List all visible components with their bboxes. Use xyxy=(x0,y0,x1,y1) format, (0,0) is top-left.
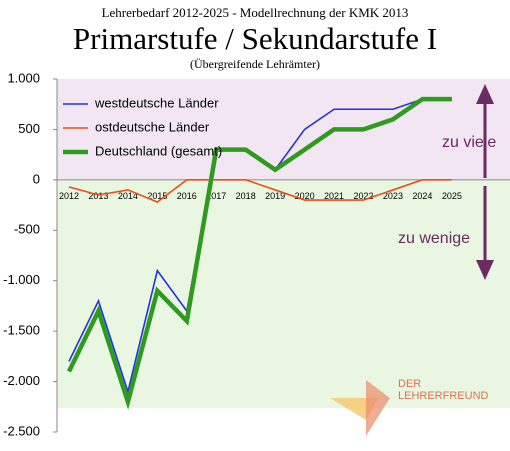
x-tick-label: 2012 xyxy=(59,191,79,201)
background: -2.500 -2.000 -1.500 -1.000 -500 0 500 1.000 201… xyxy=(3,70,510,438)
logo-text: DER xyxy=(398,378,421,390)
legend-label: westdeutsche Länder xyxy=(94,95,219,110)
chart-supertitle: Lehrerbedarf 2012-2025 - Modellrechnung … xyxy=(102,5,409,20)
logo-text: LEHRERFREUND xyxy=(398,390,489,402)
x-tick-label: 2025 xyxy=(442,191,462,201)
logo: DER LEHRERFREUND xyxy=(330,378,489,436)
y-tick-label: 500 xyxy=(18,121,40,136)
x-tick-label: 2016 xyxy=(177,191,197,201)
x-tick-label: 2022 xyxy=(353,191,373,201)
y-tick-label: -1.500 xyxy=(3,323,40,338)
x-tick-label: 2013 xyxy=(88,191,108,201)
chart-subtitle: (Übergreifende Lehrämter) xyxy=(190,57,320,71)
x-tick-label: 2020 xyxy=(295,191,315,201)
y-tick-label: -2.500 xyxy=(3,423,40,438)
legend-label: ostdeutsche Länder xyxy=(95,119,210,134)
arrows xyxy=(476,84,494,280)
x-tick-label: 2024 xyxy=(412,191,432,201)
y-tick-label: 1.000 xyxy=(7,70,40,85)
x-tick-label: 2021 xyxy=(324,191,344,201)
series-line xyxy=(68,179,452,203)
legend-label: Deutschland (gesamt) xyxy=(95,143,222,158)
y-tick-label: -1.000 xyxy=(3,272,40,287)
y-tick-label: -500 xyxy=(14,222,40,237)
y-tick-label: 0 xyxy=(33,171,40,186)
x-tick-label: 2018 xyxy=(236,191,256,201)
annotation: zu viele xyxy=(442,134,496,151)
x-tick-label: 2017 xyxy=(206,191,226,201)
x-tick-label: 2014 xyxy=(118,191,138,201)
region-shortage xyxy=(57,179,510,408)
x-tick-label: 2023 xyxy=(383,191,403,201)
annotation: zu wenige xyxy=(398,230,470,247)
y-tick-label: -2.000 xyxy=(3,373,40,388)
x-tick-label: 2019 xyxy=(265,191,285,201)
x-tick-label: 2015 xyxy=(147,191,167,201)
series-line xyxy=(66,96,452,410)
chart-title: Primarstufe / Sekundarstufe I xyxy=(73,21,437,56)
